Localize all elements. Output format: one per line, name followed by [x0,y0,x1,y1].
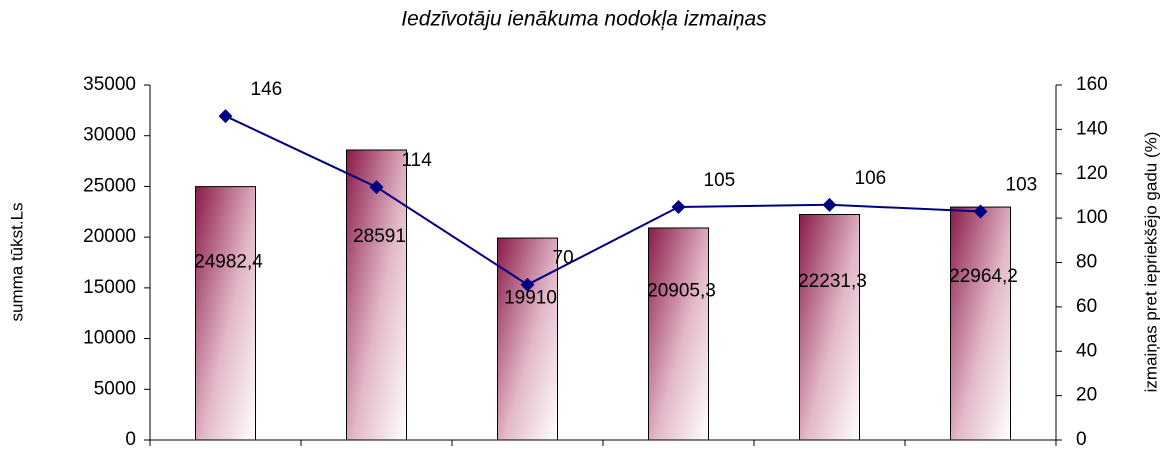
y-tick-label: 25000 [83,175,136,196]
line-value-label: 103 [1006,174,1038,195]
chart-title: Iedzīvotāju ienākuma nodokļa izmaiņas [401,8,767,31]
y2-tick-label: 140 [1076,118,1108,139]
y2-axis-title: izmaiņas pret iepriekšējo gadu (%) [1141,132,1160,393]
bar [950,206,1011,441]
line-marker [671,200,686,215]
bar-value-label: 20905,3 [647,281,716,302]
y2-tick-label: 20 [1076,385,1097,406]
line-value-label: 70 [553,248,574,269]
line [225,115,981,286]
line-value-label: 114 [402,150,433,171]
bar [497,237,558,441]
bar-value-label: 28591 [353,226,406,247]
line-marker [218,109,233,124]
y2-tick-label: 40 [1076,340,1097,361]
y-tick-label: 5000 [94,378,136,399]
y-tick-label: 20000 [83,226,136,247]
bar-value-label: 19910 [504,288,557,309]
y2-tick-label: 60 [1076,296,1097,317]
y2-tick-label: 0 [1076,429,1087,450]
y-tick-label: 10000 [83,328,136,349]
bar [648,227,709,441]
bar-value-label: 24982,4 [194,252,263,273]
y2-tick-label: 80 [1076,252,1097,273]
line-marker [973,204,988,219]
y-tick-label: 35000 [83,74,136,95]
line-marker [520,277,535,292]
line-value-label: 106 [855,168,887,189]
line-marker [369,180,384,195]
bar [195,186,256,441]
bar-value-label: 22964,2 [949,266,1018,287]
y2-tick-label: 100 [1076,207,1108,228]
y-tick-label: 0 [125,429,136,450]
y-axis-title: summa tūkst.Ls [7,202,26,321]
y2-tick-label: 120 [1076,163,1108,184]
line-marker [822,197,837,212]
y-tick-label: 30000 [83,125,136,146]
y2-tick-label: 160 [1076,74,1108,95]
bar [799,214,860,441]
y-tick-label: 15000 [83,277,136,298]
line-value-label: 105 [704,170,736,191]
bar-value-label: 22231,3 [798,271,867,292]
bar [346,149,407,441]
line-value-label: 146 [251,79,283,100]
